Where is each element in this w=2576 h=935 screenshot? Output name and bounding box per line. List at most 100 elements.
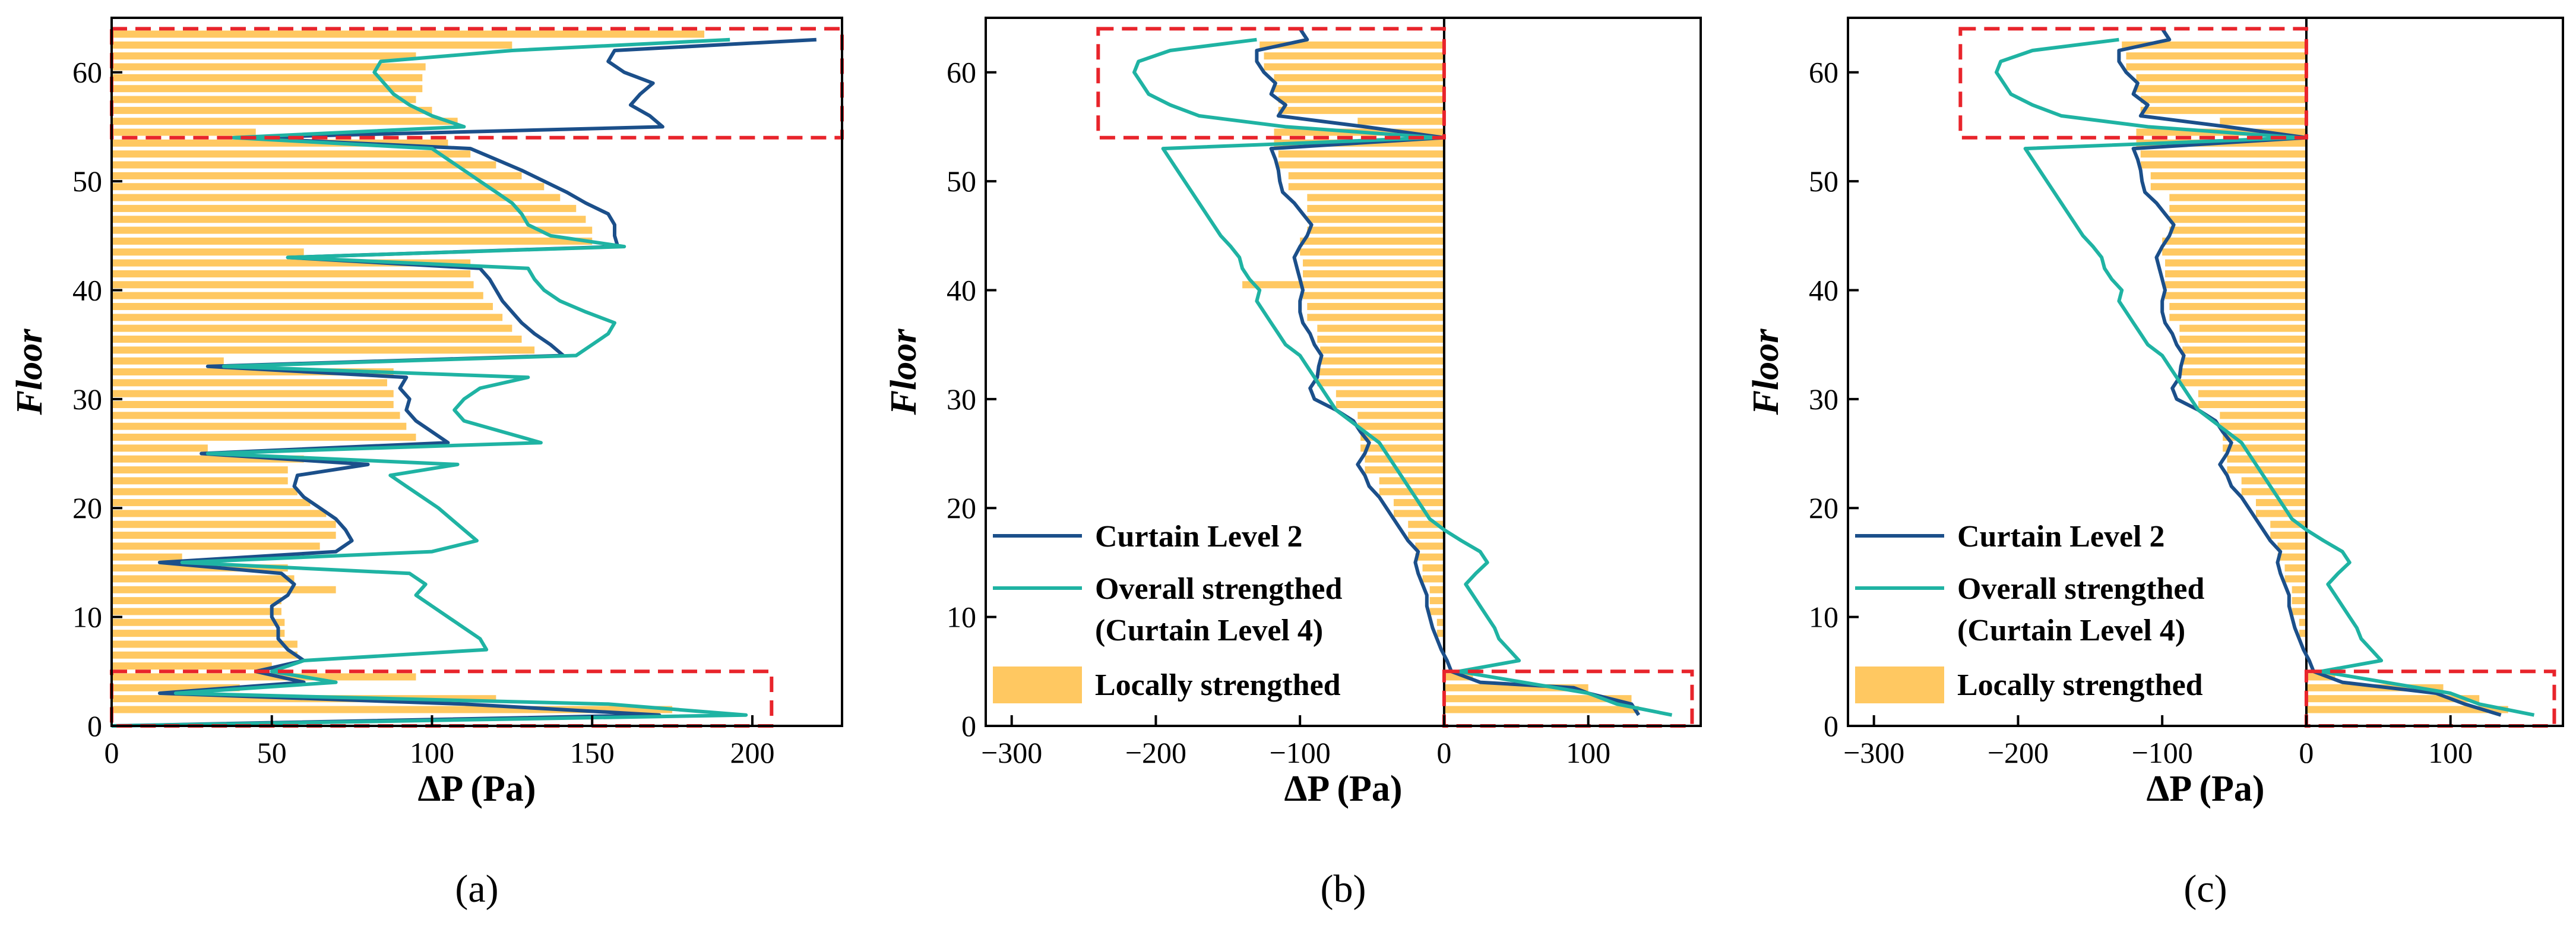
- highlight-box-2: [2304, 669, 2556, 728]
- local-strength-bar: [2292, 597, 2306, 605]
- local-strength-bar: [2306, 706, 2508, 713]
- highlight-box-1: [1958, 27, 2308, 140]
- local-strength-bar: [112, 662, 272, 670]
- local-strength-bar: [1320, 357, 1444, 365]
- local-strength-bar: [2284, 575, 2306, 583]
- local-strength-bar: [2241, 477, 2306, 485]
- panel-label: (c): [2183, 867, 2227, 911]
- local-strength-bar: [1278, 106, 1444, 114]
- local-strength-bar: [2292, 586, 2306, 593]
- panel-label: (a): [455, 867, 498, 911]
- legend-overall-label-1: Overall strengthed: [1957, 572, 2205, 606]
- local-strength-bar: [112, 673, 416, 681]
- local-strength-bar: [1307, 216, 1444, 223]
- y-axis-label: Floor: [1746, 328, 1786, 416]
- y-tick-label: 60: [947, 56, 976, 89]
- local-strength-bar: [112, 651, 298, 659]
- chart-panel-2: −300 −200 −100 0 100 0 10 20 30 40 50 60 ΔP (Pa) Floo…: [884, 17, 1702, 911]
- local-strength-bar: [2126, 63, 2306, 71]
- legend-curtain-label: Curtain Level 2: [1095, 520, 1303, 554]
- local-strength-bar: [1444, 695, 1632, 703]
- local-strength-bar: [2136, 85, 2306, 93]
- legend-overall-label-1: Overall strengthed: [1095, 572, 1343, 606]
- local-strength-bar: [2179, 324, 2306, 332]
- y-tick-label: 10: [1809, 601, 1838, 634]
- legend: Curtain Level 2 Overall strengthed (Curtai…: [1855, 520, 2205, 703]
- local-strength-bar: [2227, 466, 2306, 474]
- local-strength-bar: [1264, 63, 1444, 71]
- local-strength-bar: [2162, 248, 2306, 256]
- local-strength-bar: [2277, 542, 2306, 550]
- x-tick-label: 0: [2299, 736, 2314, 769]
- local-strength-bar: [2136, 74, 2306, 81]
- local-strength-bar: [2255, 510, 2306, 517]
- local-strength-bar: [1408, 532, 1444, 539]
- local-strength-bar: [1336, 401, 1444, 409]
- local-strength-bar: [2140, 106, 2306, 114]
- local-strength-bar: [2220, 422, 2306, 430]
- local-strength-bar: [2122, 41, 2306, 49]
- x-tick-label: 150: [570, 736, 615, 769]
- local-strength-bar: [112, 324, 512, 332]
- x-tick-label: −200: [1988, 736, 2049, 769]
- local-strength-bar: [2299, 630, 2306, 637]
- local-strength-bar: [1288, 183, 1444, 191]
- y-tick-label: 50: [1809, 165, 1838, 198]
- x-tick-label: −300: [981, 736, 1042, 769]
- y-tick-label: 20: [72, 491, 102, 525]
- local-strength-bar: [112, 401, 394, 409]
- local-strength-bar: [112, 532, 336, 539]
- local-strength-bar: [2150, 183, 2306, 191]
- highlight-box-1: [1096, 27, 1446, 140]
- local-strength-bar: [1320, 346, 1444, 354]
- local-strength-bar: [1357, 118, 1444, 125]
- local-strength-bar: [1360, 434, 1444, 441]
- local-strength-bar: [2198, 401, 2306, 409]
- local-strength-bar: [112, 553, 182, 561]
- local-strength-bar: [1357, 412, 1444, 419]
- local-strength-bar: [112, 74, 423, 81]
- local-strength-bar: [1264, 52, 1444, 60]
- local-strength-bar: [1436, 630, 1444, 637]
- y-tick-label: 30: [72, 383, 102, 416]
- local-strength-bar: [1429, 597, 1444, 605]
- local-strength-bar: [1300, 237, 1444, 245]
- x-tick-label: −300: [1843, 736, 1904, 769]
- local-strength-bar: [2306, 695, 2480, 703]
- local-strength-bar: [112, 226, 593, 234]
- curtain-level-2-line: [2117, 27, 2502, 717]
- y-tick-label: 0: [961, 709, 976, 743]
- local-strength-bar: [1360, 444, 1444, 452]
- local-strength-bar: [2223, 434, 2306, 441]
- local-strength-bar: [2270, 532, 2306, 539]
- plot-frame: [985, 17, 1702, 727]
- local-strength-bar: [112, 41, 512, 49]
- local-strength-bar: [2182, 357, 2306, 365]
- local-strength-bar: [2179, 379, 2306, 387]
- legend-local-label: Locally strengthed: [1095, 668, 1341, 702]
- local-strength-bar: [112, 96, 416, 103]
- local-strength-bar: [112, 597, 281, 605]
- y-tick-label: 60: [1809, 56, 1838, 89]
- local-strength-bar: [1303, 270, 1444, 277]
- local-strength-bar: [2165, 281, 2306, 289]
- y-tick-label: 50: [947, 165, 976, 198]
- local-strength-bar: [1278, 96, 1444, 103]
- y-tick-label: 10: [947, 601, 976, 634]
- local-strength-bar: [112, 281, 474, 289]
- local-strength-bar: [112, 466, 288, 474]
- overall-strengthened-line: [1995, 37, 2535, 717]
- local-strength-bar: [112, 30, 705, 38]
- local-strength-bar: [1274, 85, 1444, 93]
- local-strength-bar: [1317, 368, 1444, 375]
- local-strength-bar: [112, 204, 577, 212]
- local-strength-bar: [2162, 237, 2306, 245]
- local-strength-bar: [112, 510, 327, 517]
- local-strength-bar: [1278, 161, 1444, 169]
- local-strength-bar: [112, 608, 281, 615]
- local-strength-bar: [1422, 575, 1444, 583]
- chart-panel-1: 0 50 100 150 200 0 10 20 30 40 50 60 ΔP (Pa) Floor (a): [10, 17, 844, 911]
- x-tick-label: −200: [1125, 736, 1186, 769]
- local-strength-bar: [2140, 150, 2306, 158]
- local-strength-bar: [2126, 52, 2306, 60]
